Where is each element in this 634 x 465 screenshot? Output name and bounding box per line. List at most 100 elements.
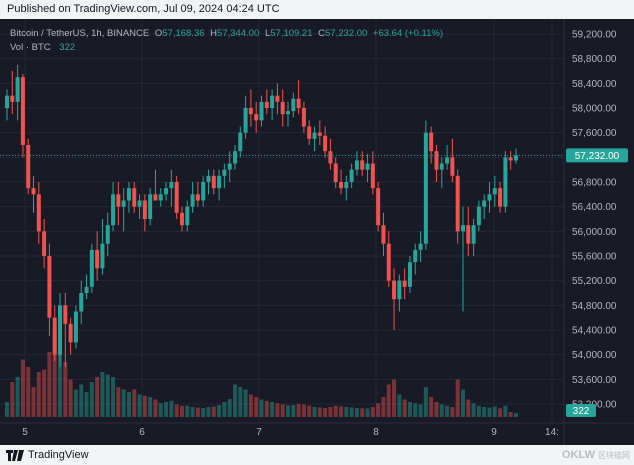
candle-body[interactable] [482,200,487,207]
candle-body[interactable] [365,163,370,170]
candle-body[interactable] [354,160,359,170]
candle-body[interactable] [455,175,460,232]
candle-body[interactable] [238,132,243,152]
candle-body[interactable] [42,231,47,256]
candle-body[interactable] [275,95,280,102]
candle-body[interactable] [100,243,105,269]
candle-body[interactable] [222,169,227,176]
candle-body[interactable] [508,157,513,161]
candle-body[interactable] [328,151,333,164]
candle-body[interactable] [503,157,508,207]
candle-body[interactable] [333,163,338,183]
candle-body[interactable] [296,98,301,108]
candle-body[interactable] [418,243,423,250]
candle-body[interactable] [26,145,31,189]
candle-body[interactable] [164,188,169,195]
candle-body[interactable] [195,194,200,201]
candle-body[interactable] [450,157,455,176]
candle-body[interactable] [466,225,471,244]
price-axis[interactable]: 59,200.00 58,800.00 58,400.00 58,000.00 57,6… [572,30,617,411]
candle-body[interactable] [243,108,248,133]
candle-body[interactable] [158,194,163,201]
time-axis[interactable]: 5 6 7 8 9 14: [22,427,559,438]
candle-body[interactable] [498,188,503,207]
candle-body[interactable] [264,101,269,108]
candle-body[interactable] [280,101,285,115]
candle-body[interactable] [376,188,381,226]
chart-canvas[interactable]: 59,200.00 58,800.00 58,400.00 58,000.00 57,6… [0,19,634,445]
candle-body[interactable] [514,155,518,161]
candle-body[interactable] [286,111,291,115]
candle-body[interactable] [211,175,216,189]
candle-body[interactable] [31,188,36,195]
candle-body[interactable] [259,101,264,121]
candle-body[interactable] [126,188,131,201]
candle-body[interactable] [392,280,397,300]
candle-body[interactable] [52,317,57,355]
candle-body[interactable] [89,249,94,287]
candle-body[interactable] [445,157,450,164]
candle-body[interactable] [492,188,497,195]
candle-body[interactable] [179,212,184,226]
candle-body[interactable] [487,194,492,201]
candle-body[interactable] [73,311,78,343]
candle-body[interactable] [206,175,211,182]
candle-body[interactable] [174,182,179,213]
candle-body[interactable] [307,126,312,139]
candle-body[interactable] [407,262,412,287]
candle-body[interactable] [15,77,20,102]
candle-body[interactable] [132,188,137,207]
candle-body[interactable] [111,194,116,226]
candle-body[interactable] [360,160,365,170]
candle-body[interactable] [423,132,428,244]
candle-body[interactable] [63,305,68,324]
candle-body[interactable] [312,132,317,139]
candle-body[interactable] [429,132,434,152]
candle-body[interactable] [201,182,206,201]
candle-body[interactable] [439,163,444,170]
candle-body[interactable] [190,194,195,207]
candle-body[interactable] [317,132,322,136]
candle-body[interactable] [5,95,9,108]
candle-body[interactable] [232,151,237,164]
candle-body[interactable] [185,206,190,226]
candle-body[interactable] [471,225,476,244]
candle-body[interactable] [270,95,275,108]
candle-body[interactable] [153,194,158,201]
candle-body[interactable] [169,182,174,189]
candle-body[interactable] [339,182,344,189]
candle-body[interactable] [386,243,391,281]
candle-series[interactable] [5,64,518,367]
chart-panel[interactable]: 59,200.00 58,800.00 58,400.00 58,000.00 57,6… [0,19,634,445]
candle-body[interactable] [121,200,126,207]
candle-body[interactable] [291,98,296,112]
candle-body[interactable] [344,182,349,189]
candle-body[interactable] [381,225,386,244]
candle-body[interactable] [217,175,222,189]
candle-body[interactable] [20,77,25,145]
candle-body[interactable] [142,200,147,220]
candle-body[interactable] [95,249,100,269]
candle-body[interactable] [254,114,259,121]
candle-body[interactable] [116,194,121,207]
tradingview-logo[interactable]: TradingView [6,448,89,462]
candle-body[interactable] [148,194,153,219]
candle-body[interactable] [105,225,110,244]
candle-body[interactable] [301,108,306,127]
candle-body[interactable] [79,293,84,312]
candle-body[interactable] [68,323,73,343]
candle-body[interactable] [460,225,465,232]
candle-body[interactable] [137,200,142,207]
candle-body[interactable] [36,194,41,232]
candle-body[interactable] [323,135,328,152]
candle-body[interactable] [84,286,89,293]
candle-body[interactable] [227,163,232,170]
candle-body[interactable] [370,163,375,189]
candle-body[interactable] [248,108,253,115]
candle-body[interactable] [397,280,402,300]
candle-body[interactable] [349,169,354,182]
candle-body[interactable] [476,206,481,226]
candle-body[interactable] [402,280,407,287]
candle-body[interactable] [434,151,439,170]
candle-body[interactable] [413,249,418,263]
